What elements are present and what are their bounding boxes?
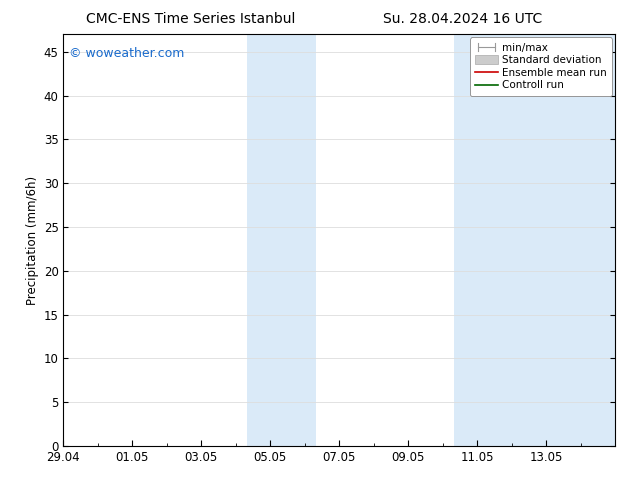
Bar [454, 34, 615, 446]
Text: CMC-ENS Time Series Istanbul: CMC-ENS Time Series Istanbul [86, 12, 295, 26]
Y-axis label: Precipitation (mm/6h): Precipitation (mm/6h) [27, 175, 39, 305]
Bar [247, 34, 316, 446]
Text: Su. 28.04.2024 16 UTC: Su. 28.04.2024 16 UTC [383, 12, 543, 26]
Text: © woweather.com: © woweather.com [69, 47, 184, 60]
Legend: min/max, Standard deviation, Ensemble mean run, Controll run: min/max, Standard deviation, Ensemble me… [470, 37, 612, 96]
